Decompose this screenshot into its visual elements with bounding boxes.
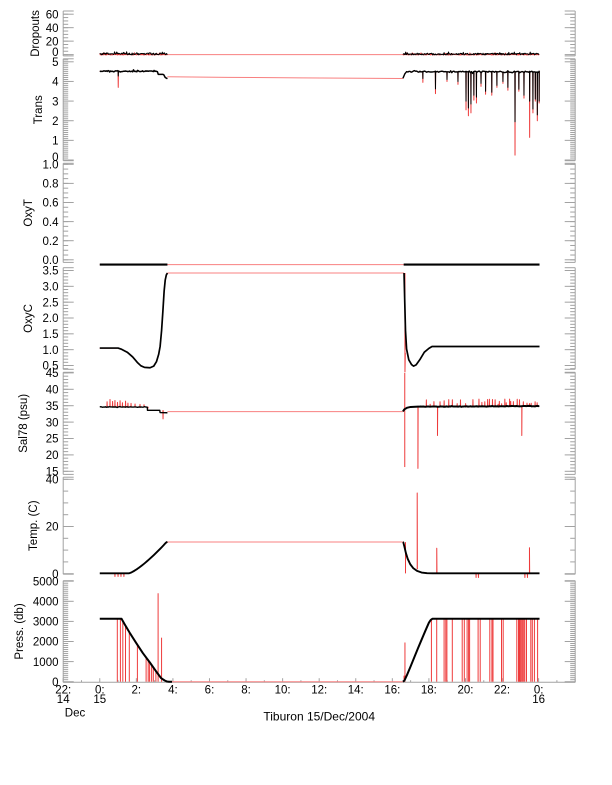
y-tick-label: 4000: [33, 597, 59, 609]
y-tick-label: 60: [46, 9, 59, 21]
y-tick-label: 35: [46, 401, 59, 413]
y-tick-label: 1.0: [43, 160, 59, 172]
panel-title-press: Press. (db): [14, 603, 26, 659]
y-tick-label: 2.5: [43, 297, 59, 309]
y-tick-label: 0: [52, 152, 58, 164]
y-tick-label: 1: [52, 136, 58, 148]
x-hour-label: 0:: [534, 684, 544, 696]
x-hour-label: 22:: [55, 684, 71, 696]
series-oxyc-black: [99, 272, 169, 369]
panel-title-oxyt: OxyT: [23, 199, 35, 226]
y-tick-label: 40: [46, 385, 59, 397]
series-temp-black: [402, 541, 540, 575]
y-tick-label: 30: [46, 417, 59, 429]
panel-title-oxyc: OxyC: [23, 304, 35, 333]
x-hour-label: 8:: [241, 684, 251, 696]
series-dropouts-black: [402, 51, 540, 56]
y-tick-label: 25: [46, 434, 59, 446]
x-hour-label: 2:: [132, 684, 142, 696]
series-press-black: [402, 617, 540, 683]
y-tick-label: 0.4: [43, 217, 60, 229]
x-hour-label: 20:: [457, 684, 473, 696]
y-tick-label: 3000: [33, 617, 59, 629]
panel-title-sal: Sal78 (psu): [18, 394, 30, 453]
y-tick-label: 0.6: [43, 198, 59, 210]
y-tick-label: 0: [52, 47, 58, 59]
y-tick-label: 2.0: [43, 313, 59, 325]
series-dropouts-black: [99, 51, 168, 56]
x-hour-label: 12:: [311, 684, 327, 696]
series-trans-black: [99, 69, 168, 80]
y-tick-label: 3.0: [43, 282, 59, 294]
y-tick-label: 4: [52, 77, 59, 89]
x-hour-label: 14:: [348, 684, 364, 696]
y-tick-label: 40: [46, 23, 59, 35]
y-tick-label: 0: [52, 569, 58, 581]
y-tick-label: 20: [46, 450, 59, 462]
x-hour-label: 16:: [384, 684, 400, 696]
panel-title-temp: Temp. (C): [28, 500, 40, 551]
series-press-black: [99, 617, 172, 683]
y-tick-label: 15: [46, 467, 59, 479]
y-tick-label: 1.0: [43, 345, 59, 357]
series-oxyc-black: [403, 273, 540, 367]
y-tick-label: 1000: [33, 657, 59, 669]
series-trans-black: [402, 69, 541, 79]
y-tick-label: 45: [46, 368, 59, 380]
y-tick-label: 2000: [33, 637, 59, 649]
y-tick-label: 0.5: [43, 361, 59, 373]
series-sal-black: [99, 405, 168, 414]
x-hour-label: 4:: [168, 684, 178, 696]
y-tick-label: 2: [52, 116, 58, 128]
panel-title-dropouts: Dropouts: [30, 10, 42, 57]
y-tick-label: 3: [52, 96, 58, 108]
series-sal-black: [402, 404, 540, 413]
panel-title-trans: Trans: [33, 95, 45, 124]
plot-title: Tiburon 15/Dec/2004: [263, 710, 375, 724]
x-month-label: Dec: [65, 708, 86, 720]
y-tick-label: 5000: [33, 576, 59, 588]
y-tick-label: 40: [46, 475, 59, 487]
series-oxyc-red: [99, 272, 168, 369]
x-day-label: 15: [93, 694, 106, 706]
y-tick-label: 20: [46, 522, 59, 534]
series-temp-black: [99, 541, 168, 575]
x-hour-label: 18:: [421, 684, 437, 696]
y-tick-label: 0: [52, 677, 58, 689]
x-day-label: 16: [532, 694, 545, 706]
y-tick-label: 0.0: [43, 255, 59, 267]
x-hour-label: 10:: [275, 684, 291, 696]
y-tick-label: 5: [52, 57, 58, 69]
x-hour-label: 22:: [494, 684, 510, 696]
x-hour-label: 0:: [95, 684, 105, 696]
series-trans-deckred: [167, 76, 403, 79]
x-hour-label: 6:: [205, 684, 215, 696]
y-tick-label: 3.5: [43, 266, 59, 278]
y-tick-label: 0.2: [43, 236, 59, 248]
y-tick-label: 20: [46, 36, 59, 48]
x-day-label: 14: [57, 694, 70, 706]
y-tick-label: 0.8: [43, 179, 59, 191]
y-tick-label: 1.5: [43, 329, 59, 341]
